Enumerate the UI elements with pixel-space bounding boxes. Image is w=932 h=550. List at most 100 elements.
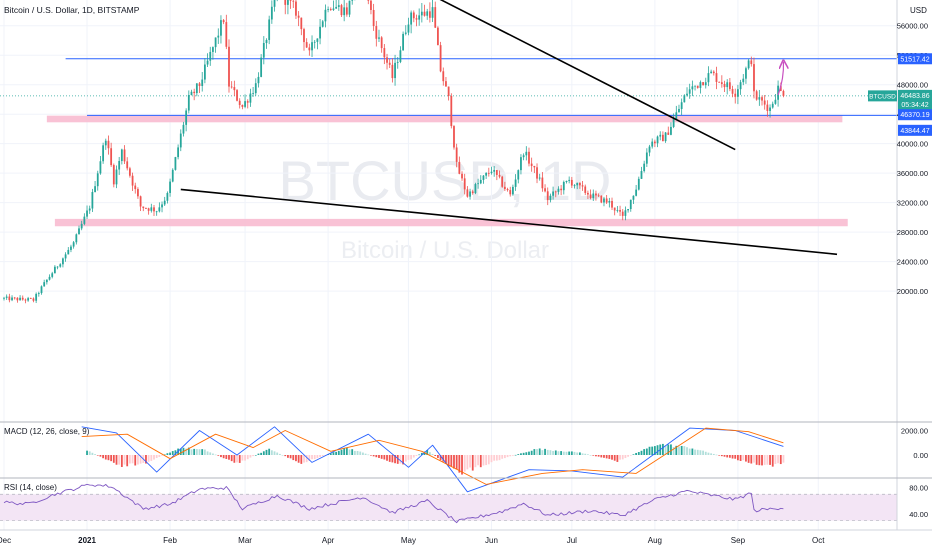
candle-body (225, 22, 228, 47)
candle (635, 184, 638, 197)
watermark-name: Bitcoin / U.S. Dollar (341, 237, 549, 264)
candle-body (613, 207, 616, 211)
candle (688, 83, 691, 99)
level-tag-mid: 46370.19 (898, 109, 932, 121)
candle-body (335, 6, 338, 9)
macd-histogram-bar (619, 455, 621, 460)
macd-histogram-bar (262, 451, 265, 455)
candle (495, 169, 498, 181)
macd-histogram-bar (503, 455, 506, 459)
macd-histogram-bar (739, 455, 742, 461)
price-grid (0, 0, 897, 530)
macd-histogram-bar (244, 455, 246, 461)
macd-histogram-bar (720, 455, 723, 457)
macd-histogram-bar (782, 455, 785, 463)
candle (560, 185, 563, 196)
macd-histogram-bar (284, 455, 287, 457)
candle-body (707, 73, 710, 83)
candle-body (273, 0, 276, 7)
candle (287, 0, 289, 15)
time-tick-label: Oct (812, 536, 825, 545)
candle-body (171, 169, 174, 182)
candle (348, 0, 351, 18)
candle-body (67, 249, 70, 255)
macd-histogram-bar (637, 452, 640, 455)
candle-body (506, 189, 509, 191)
candle (182, 121, 185, 137)
candle-body (305, 42, 308, 48)
candle-body (415, 18, 418, 20)
currency-label[interactable]: USD (910, 6, 927, 15)
macd-histogram-bar (311, 455, 313, 460)
price-axis[interactable]: 20000.00 24000.00 28000.00 32000.00 36000.00… (868, 0, 932, 519)
candle-body (699, 82, 702, 88)
macd-histogram-bar (212, 453, 214, 455)
candle (445, 76, 447, 87)
candle (276, 0, 278, 2)
rsi-pane[interactable]: RSI (14, close) (0, 483, 897, 524)
candle (691, 80, 694, 97)
candle (40, 285, 43, 295)
candle-body (482, 175, 485, 180)
macd-histogram-bar (206, 451, 209, 455)
macd-histogram-bar (536, 449, 538, 455)
macd-pane[interactable]: MACD (12, 26, close, 9) (4, 426, 785, 493)
candle-body (576, 182, 579, 186)
macd-histogram-bar (552, 450, 554, 455)
candle-body (672, 118, 675, 127)
macd-histogram-bar (514, 454, 517, 456)
macd-histogram-bar (270, 450, 273, 455)
candle (225, 14, 228, 50)
macd-histogram-bar (723, 455, 726, 457)
candle (169, 178, 171, 197)
macd-histogram-bar (249, 455, 252, 458)
macd-histogram-bar (198, 449, 201, 455)
candle (710, 69, 713, 74)
macd-histogram-bar (608, 455, 611, 459)
candle-body (11, 297, 13, 301)
macd-histogram-bar (560, 451, 563, 455)
time-tick-label: Jul (567, 536, 577, 545)
macd-histogram-bar (139, 455, 142, 464)
candle (383, 44, 386, 65)
candle (372, 3, 375, 31)
macd-histogram-bar (420, 452, 423, 455)
candle (5, 294, 8, 300)
candle-body (691, 86, 694, 90)
time-axis[interactable]: Dec 2021 Feb Mar Apr May Jun Jul Aug Sep Oct (0, 536, 825, 545)
candle-body (589, 194, 592, 199)
rsi-tick-label: 40.00 (909, 510, 928, 519)
candle-body (439, 45, 442, 72)
candle-body (297, 15, 300, 18)
macd-histogram-bar (316, 455, 319, 459)
macd-histogram-bar (163, 454, 166, 456)
candle-body (386, 57, 388, 63)
candle (482, 175, 485, 184)
candle-body (675, 112, 678, 119)
macd-histogram-bar (131, 455, 134, 464)
candle-body (404, 32, 407, 34)
candle (680, 98, 683, 116)
candle (386, 53, 388, 70)
candle (683, 94, 686, 103)
candle-body (8, 296, 11, 301)
candle (653, 139, 656, 148)
candle-body (463, 178, 466, 190)
macd-histogram-bar (680, 445, 683, 455)
candle (244, 94, 246, 109)
macd-histogram-bar (544, 448, 546, 455)
candle (568, 176, 571, 184)
candle (37, 291, 40, 297)
candle-body (755, 91, 758, 100)
candle (171, 168, 174, 183)
macd-histogram-bar (611, 455, 613, 460)
candle (648, 144, 651, 157)
level-tag-lower-text: 43844.47 (900, 128, 929, 135)
price-pane[interactable] (0, 0, 897, 304)
candle-body (104, 140, 107, 146)
candle (375, 20, 378, 47)
candle (549, 193, 552, 203)
candle (712, 70, 715, 76)
candle (187, 90, 190, 114)
